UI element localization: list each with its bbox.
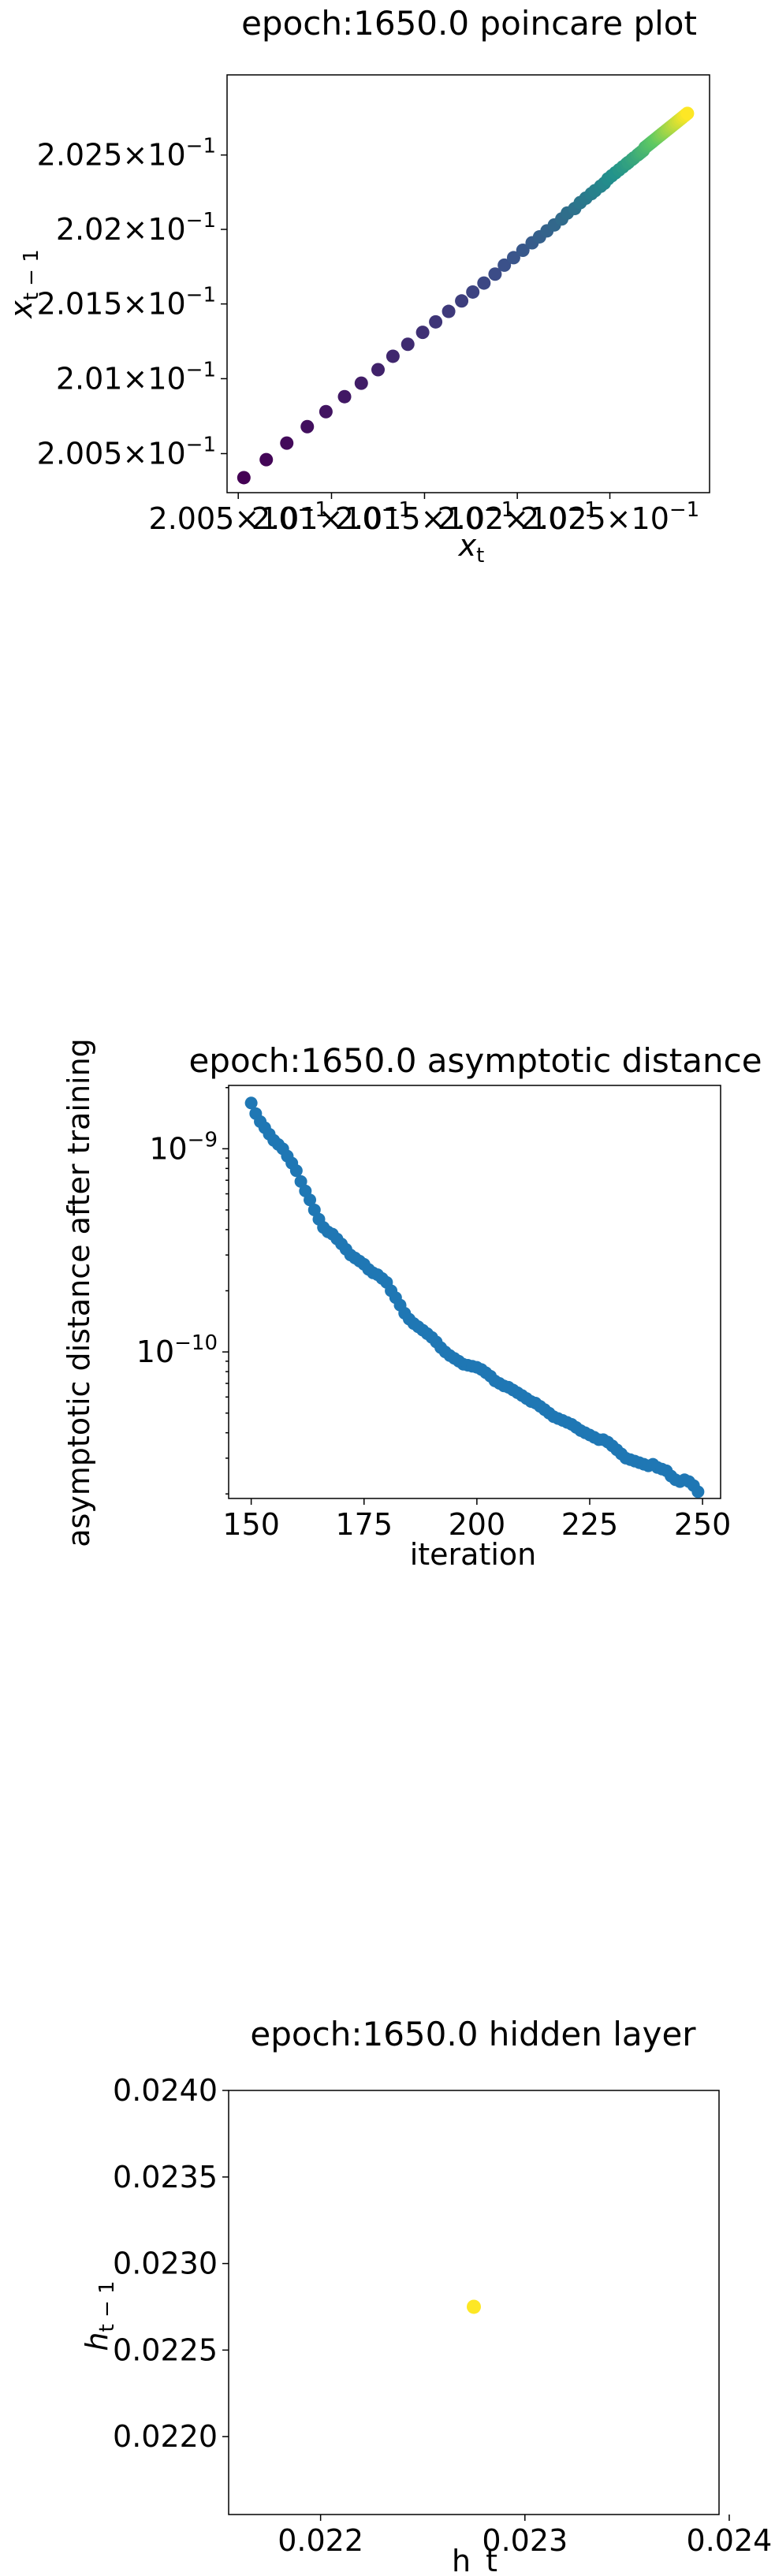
hidden-x-label: h_t bbox=[452, 2544, 497, 2576]
poincare-y-ticks: 2.005×10−1 2.01×10−1 2.015×10−1 2.02×10−1 2.… bbox=[37, 135, 227, 471]
poincare-point bbox=[371, 363, 386, 377]
asymptotic-x-label: iteration bbox=[410, 1537, 537, 1572]
poincare-y-label: xt − 1 bbox=[4, 249, 43, 319]
poincare-x-tick-label: 2.01×10−1 bbox=[252, 498, 412, 536]
poincare-x-tick-label: 2.02×10−1 bbox=[438, 498, 598, 536]
poincare-y-tick-label: 2.005×10−1 bbox=[37, 433, 216, 471]
poincare-point bbox=[516, 243, 530, 257]
hidden-x-tick-label: 0.022 bbox=[278, 2523, 363, 2558]
hidden-title: epoch:1650.0 hidden layer bbox=[250, 2015, 696, 2053]
asymptotic-plot-frame bbox=[228, 1085, 721, 1499]
asymptotic-y-tick-label: 10−10 bbox=[136, 1331, 218, 1369]
poincare-x-tick-label: 2.005×10−1 bbox=[149, 498, 328, 536]
hidden-points bbox=[467, 2299, 481, 2314]
poincare-title: epoch:1650.0 poincare plot bbox=[241, 4, 697, 43]
poincare-x-label: xt bbox=[458, 528, 485, 568]
hidden-plot-frame bbox=[228, 2090, 720, 2515]
asymptotic-y-ticks: 10−9 10−10 bbox=[136, 1087, 229, 1495]
poincare-point bbox=[442, 304, 456, 318]
poincare-points bbox=[237, 106, 695, 485]
poincare-point bbox=[680, 106, 695, 121]
asymptotic-distance-chart: epoch:1650.0 asymptotic distance 150 175 2… bbox=[61, 1038, 762, 1572]
poincare-point bbox=[319, 404, 333, 419]
poincare-point bbox=[386, 349, 400, 363]
poincare-y-tick-label: 2.01×10−1 bbox=[56, 358, 216, 396]
poincare-point bbox=[488, 267, 502, 281]
asymptotic-y-tick-label: 10−9 bbox=[149, 1128, 218, 1166]
asymptotic-y-label: asymptotic distance after training bbox=[61, 1038, 96, 1547]
hidden-y-tick-label: 0.0230 bbox=[113, 2247, 218, 2281]
asymptotic-x-tick-label: 175 bbox=[335, 1507, 393, 1542]
hidden-y-tick-label: 0.0240 bbox=[113, 2073, 218, 2108]
hidden-x-ticks: 0.022 0.023 0.024 bbox=[278, 2515, 772, 2558]
poincare-point bbox=[259, 452, 274, 467]
poincare-x-tick-label: 2.025×10−1 bbox=[520, 498, 699, 536]
hidden-y-ticks: 0.0220 0.0225 0.0230 0.0235 0.0240 bbox=[113, 2073, 229, 2454]
poincare-point bbox=[477, 276, 491, 290]
hidden-y-tick-label: 0.0220 bbox=[113, 2419, 218, 2454]
hidden-x-tick-label: 0.023 bbox=[482, 2523, 568, 2558]
hidden-x-tick-label: 0.024 bbox=[687, 2523, 773, 2558]
asymptotic-x-tick-label: 250 bbox=[674, 1507, 732, 1542]
poincare-point bbox=[455, 294, 469, 308]
asymptotic-point bbox=[304, 1193, 317, 1207]
poincare-point bbox=[237, 471, 251, 485]
poincare-x-tick-label: 2.015×10−1 bbox=[335, 498, 514, 536]
hidden-point bbox=[467, 2299, 481, 2314]
asymptotic-point bbox=[289, 1164, 303, 1178]
poincare-y-tick-label: 2.02×10−1 bbox=[56, 209, 216, 247]
poincare-point bbox=[506, 251, 520, 265]
asymptotic-x-ticks: 150 175 200 225 250 bbox=[222, 1498, 731, 1542]
asymptotic-point bbox=[691, 1485, 705, 1498]
poincare-point bbox=[497, 258, 512, 272]
asymptotic-x-tick-label: 150 bbox=[222, 1507, 280, 1542]
poincare-y-tick-label: 2.015×10−1 bbox=[37, 284, 216, 322]
asymptotic-points bbox=[244, 1096, 705, 1498]
hidden-y-tick-label: 0.0235 bbox=[113, 2160, 218, 2194]
poincare-chart: epoch:1650.0 poincare plot 2.005×10−12.0… bbox=[4, 4, 710, 568]
poincare-point bbox=[280, 436, 294, 450]
poincare-point bbox=[401, 337, 415, 352]
poincare-point bbox=[466, 285, 480, 299]
poincare-x-ticks: 2.005×10−12.01×10−12.015×10−12.02×10−12.… bbox=[149, 493, 699, 536]
hidden-layer-chart: epoch:1650.0 hidden layer 0.022 0.023 0.02… bbox=[80, 2015, 772, 2576]
hidden-y-label: ht − 1 bbox=[80, 2280, 119, 2351]
asymptotic-title: epoch:1650.0 asymptotic distance bbox=[188, 1041, 762, 1080]
poincare-y-tick-label: 2.025×10−1 bbox=[37, 135, 216, 173]
poincare-plot-frame bbox=[226, 74, 710, 493]
poincare-point bbox=[300, 419, 315, 434]
asymptotic-x-tick-label: 225 bbox=[561, 1507, 619, 1542]
poincare-point bbox=[429, 315, 443, 329]
asymptotic-x-tick-label: 200 bbox=[449, 1507, 506, 1542]
hidden-y-tick-label: 0.0225 bbox=[113, 2332, 218, 2367]
poincare-point bbox=[354, 376, 368, 390]
asymptotic-point bbox=[244, 1096, 258, 1110]
poincare-point bbox=[415, 326, 430, 340]
asymptotic-point bbox=[294, 1174, 307, 1188]
poincare-point bbox=[337, 389, 352, 404]
